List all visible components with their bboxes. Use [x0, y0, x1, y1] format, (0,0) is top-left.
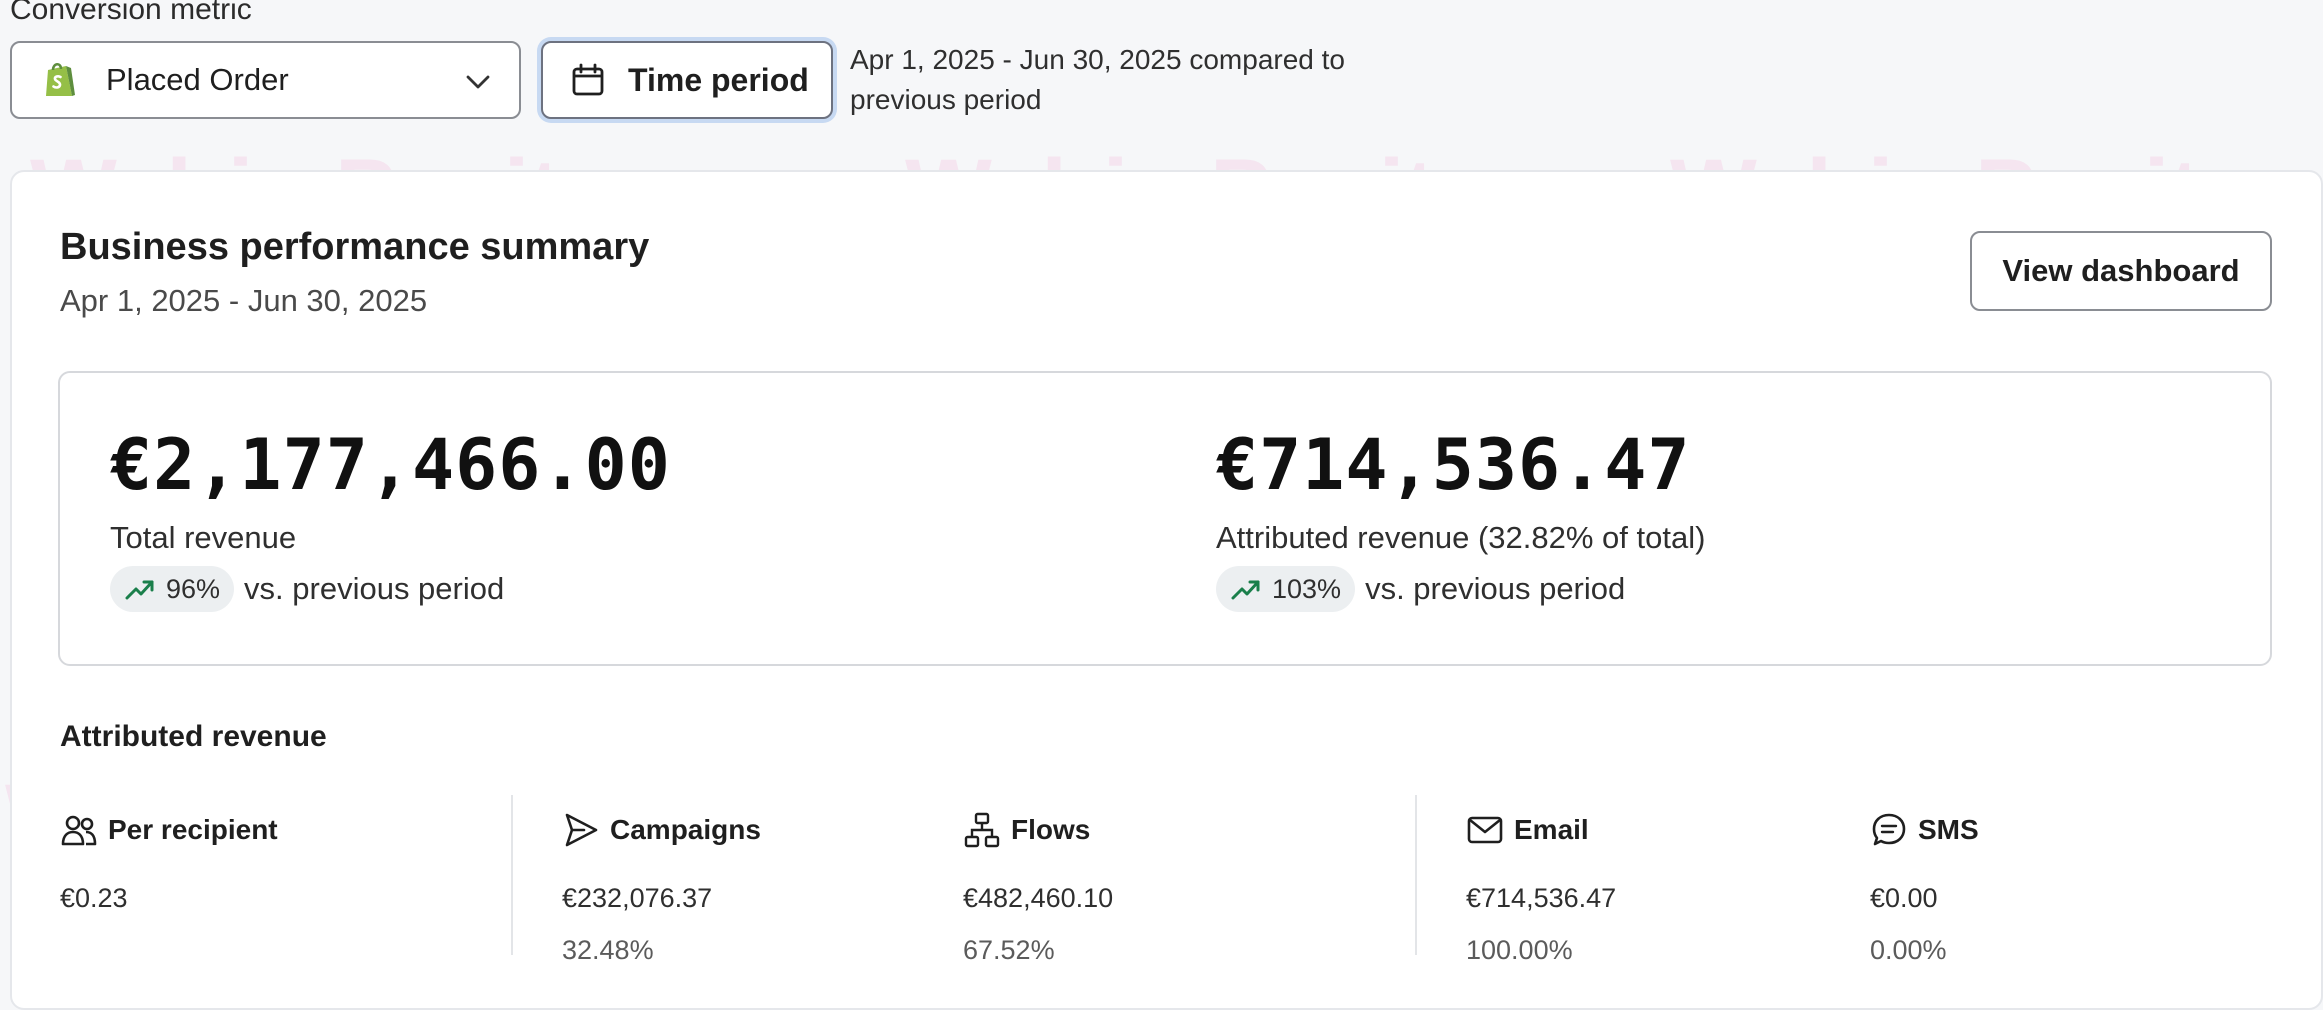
column-divider: [511, 795, 513, 955]
date-comparison-line1: Apr 1, 2025 - Jun 30, 2025 compared to: [850, 44, 1345, 75]
delta-badge: 103%: [1216, 566, 1356, 612]
delta-value: 103%: [1272, 573, 1342, 604]
metric-value: €714,536.47: [1466, 883, 1617, 913]
mail-icon: [1467, 816, 1503, 844]
metric-value: €0.00: [1870, 883, 1938, 913]
conversion-metric-select[interactable]: Placed Order: [10, 41, 521, 119]
metric-campaigns: Campaigns €232,076.37 32.48%: [562, 810, 761, 966]
delta-badge: 96%: [110, 566, 235, 612]
metric-label: Campaigns: [610, 814, 761, 845]
page-title: Business performance summary: [60, 226, 650, 268]
trend-up-icon: [125, 580, 154, 600]
kpi-box: [58, 371, 2272, 666]
metric-percent: 0.00%: [1870, 935, 1947, 965]
chevron-down-icon: [466, 75, 490, 89]
send-icon: [565, 813, 598, 847]
trend-up-icon: [1231, 580, 1260, 600]
metric-label: SMS: [1918, 814, 1979, 845]
metric-value: €0.23: [60, 883, 128, 913]
metric-flows: Flows €482,460.10 67.52%: [963, 810, 1113, 966]
calendar-icon: [572, 63, 604, 96]
delta-value: 96%: [166, 573, 221, 604]
date-comparison-line2: previous period: [850, 84, 1042, 115]
column-divider: [1415, 795, 1417, 955]
attributed-revenue-kpi: €714,536.47 Attributed revenue (32.82% o…: [1216, 420, 1705, 612]
metric-label: Per recipient: [108, 814, 278, 845]
metric-percent: 67.52%: [963, 935, 1055, 965]
time-period-button[interactable]: Time period: [541, 41, 833, 119]
conversion-metric-value: Placed Order: [106, 62, 289, 97]
flow-icon: [964, 812, 1000, 848]
conversion-metric-label: Conversion metric: [10, 0, 252, 26]
attributed-revenue-title: Attributed revenue: [60, 720, 327, 753]
metric-percent: 32.48%: [562, 935, 654, 965]
chat-icon: [1872, 813, 1906, 846]
metric-label: Email: [1514, 814, 1589, 845]
vs-previous-text: vs. previous period: [244, 571, 505, 606]
total-revenue-delta-row: 96% vs. previous period: [110, 566, 671, 612]
people-icon: [61, 815, 97, 846]
metric-value: €232,076.37: [562, 883, 713, 913]
total-revenue-value: €2,177,466.00: [110, 424, 671, 506]
vs-previous-text: vs. previous period: [1365, 571, 1626, 606]
metric-value: €482,460.10: [963, 883, 1114, 913]
view-dashboard-button[interactable]: View dashboard: [1970, 231, 2272, 311]
shopify-icon: [46, 63, 75, 96]
metric-label: Flows: [1011, 814, 1091, 845]
metric-email: Email €714,536.47 100.00%: [1466, 810, 1616, 966]
total-revenue-label: Total revenue: [110, 520, 297, 555]
metric-per-recipient: Per recipient €0.23: [60, 810, 278, 914]
metric-sms: SMS €0.00 0.00%: [1870, 810, 1979, 966]
attributed-revenue-value: €714,536.47: [1216, 424, 1691, 506]
attributed-revenue-delta-row: 103% vs. previous period: [1216, 566, 1705, 612]
summary-date-range: Apr 1, 2025 - Jun 30, 2025: [60, 283, 428, 318]
date-comparison-text: Apr 1, 2025 - Jun 30, 2025 compared to p…: [850, 40, 1345, 120]
time-period-label: Time period: [628, 61, 809, 98]
total-revenue-kpi: €2,177,466.00 Total revenue 96% vs. prev…: [110, 420, 671, 612]
attributed-revenue-label: Attributed revenue (32.82% of total): [1216, 520, 1706, 555]
metric-percent: 100.00%: [1466, 935, 1573, 965]
